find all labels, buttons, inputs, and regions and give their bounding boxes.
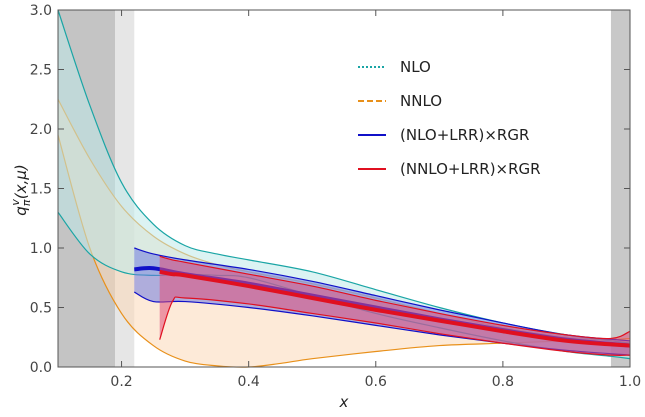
y-tick-label: 2.5 (30, 63, 52, 79)
band-edge (134, 247, 631, 342)
y-tick-label: 0.5 (30, 301, 52, 317)
y-label-sup: v (9, 199, 22, 206)
legend-label: NNLO (400, 92, 442, 110)
band-edge (159, 296, 631, 356)
legend-label: NLO (400, 58, 431, 76)
y-label-base: q (12, 206, 30, 216)
y-tick-label: 1.5 (30, 182, 52, 198)
legend-label: (NNLO+LRR)×RGR (400, 160, 541, 178)
central-line (159, 269, 631, 348)
x-tick-label: 0.4 (238, 374, 260, 390)
y-axis-label: qπv(x,μ) (9, 164, 33, 216)
x-tick-label: 1.0 (619, 374, 641, 390)
band-fill (159, 256, 630, 356)
x-axis-label: x (339, 393, 349, 411)
x-tick-label: 0.2 (110, 374, 132, 390)
y-tick-label: 2.0 (30, 122, 52, 138)
y-tick-label: 0.0 (30, 360, 52, 376)
y-label-sub: π (20, 199, 33, 206)
y-label-args: (x,μ) (12, 164, 30, 199)
band-edge (159, 255, 631, 340)
x-tick-label: 0.8 (492, 374, 514, 390)
y-tick-label: 1.0 (30, 241, 52, 257)
shaded-region (610, 10, 630, 367)
legend-label: (NLO+LRR)×RGR (400, 126, 529, 144)
plot-area: 0.2 0.4 0.6 0.8 1.0 0.0 0.5 1.0 1.5 2.0 2.5 3.0 NLO N… (30, 3, 641, 390)
y-tick-label: 3.0 (30, 3, 52, 19)
x-tick-label: 0.6 (365, 374, 387, 390)
